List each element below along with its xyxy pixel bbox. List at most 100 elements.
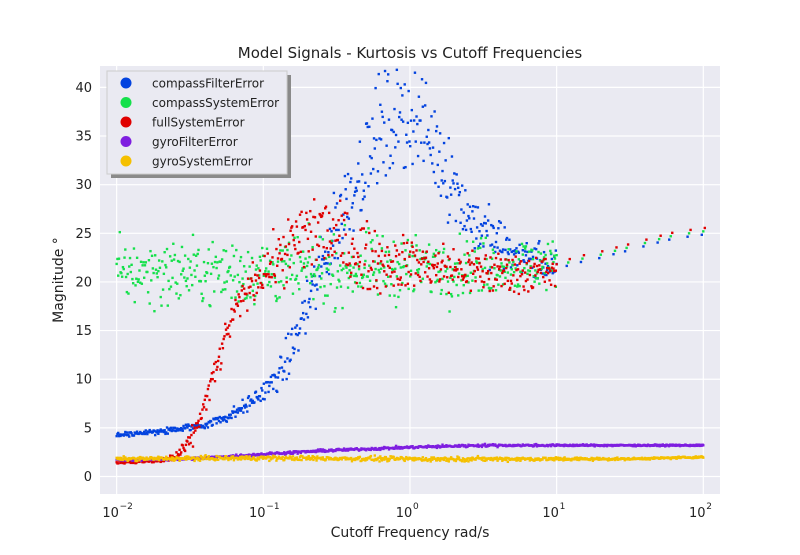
legend-label: compassFilterError [152,76,264,90]
data-point [388,294,391,297]
data-point [535,264,539,268]
data-point [170,259,173,262]
legend-item: gyroSystemError [120,154,253,168]
data-point [552,261,555,264]
data-point [268,459,271,463]
data-point [117,431,120,435]
data-point [417,267,421,271]
data-point [298,213,302,216]
data-point [219,260,222,264]
data-point [312,297,315,301]
data-point [135,457,138,460]
data-point [396,277,399,281]
data-point [394,244,397,247]
data-point [164,263,167,267]
data-point [498,265,502,268]
data-point [253,273,257,276]
data-point [202,260,206,264]
data-point [591,457,594,461]
data-point [476,206,480,209]
data-point [224,415,227,419]
data-point [251,289,255,293]
data-point [371,249,374,253]
data-point [475,445,479,448]
data-point [333,250,336,253]
data-point [233,410,236,413]
data-point [536,270,539,274]
data-point [242,404,246,408]
data-point [349,273,353,277]
data-point [449,276,452,279]
data-point [334,456,337,459]
data-point [180,427,184,431]
data-point [411,458,414,462]
data-point [365,458,369,461]
data-point [320,458,323,461]
data-point [327,211,331,215]
data-point [536,276,539,280]
data-point [353,194,356,197]
data-point [414,233,417,237]
data-point [383,266,386,269]
data-point [210,262,214,265]
data-point [487,203,491,206]
data-point [495,232,499,235]
data-point [313,216,317,219]
data-point [231,279,235,282]
data-point [605,444,609,448]
data-point [364,259,367,263]
data-point [466,445,469,448]
data-point [343,211,347,215]
data-point [475,260,478,263]
data-point [231,411,235,414]
data-point [372,459,376,462]
data-point [516,283,520,286]
data-point [154,433,157,437]
data-point [460,208,463,211]
data-point [235,302,239,305]
data-point [230,307,233,311]
data-point [340,222,343,226]
data-point [372,167,375,171]
data-point [382,447,385,451]
data-point [331,254,334,257]
data-point [216,458,220,461]
data-point [228,416,232,419]
data-point [237,300,240,303]
data-point [227,416,230,420]
legend: compassFilterErrorcompassSystemErrorfull… [106,70,291,178]
data-point [133,457,136,460]
data-point [358,281,362,285]
data-point [375,234,379,237]
data-point [367,270,370,273]
data-point [218,347,221,350]
data-point [374,250,377,253]
data-point [198,457,201,460]
data-point [394,444,398,448]
data-point [357,162,360,165]
data-point [231,318,235,321]
data-point [327,251,330,254]
data-point [357,456,361,460]
data-point [171,454,174,458]
data-point [528,269,532,273]
data-point [518,262,521,265]
legend-label: fullSystemError [152,115,245,129]
data-point [391,260,395,263]
data-point [245,296,248,300]
data-point [155,460,158,463]
data-point [480,280,484,283]
data-point [476,247,480,250]
data-point [293,458,296,462]
data-point [197,458,200,462]
data-point [442,182,445,185]
data-point [187,456,191,459]
data-point [401,94,404,97]
data-point [296,452,299,455]
data-point [239,409,243,412]
legend-box [106,70,288,175]
data-point [494,443,497,446]
data-point [191,283,194,287]
data-point [344,264,347,268]
data-point [523,266,526,270]
